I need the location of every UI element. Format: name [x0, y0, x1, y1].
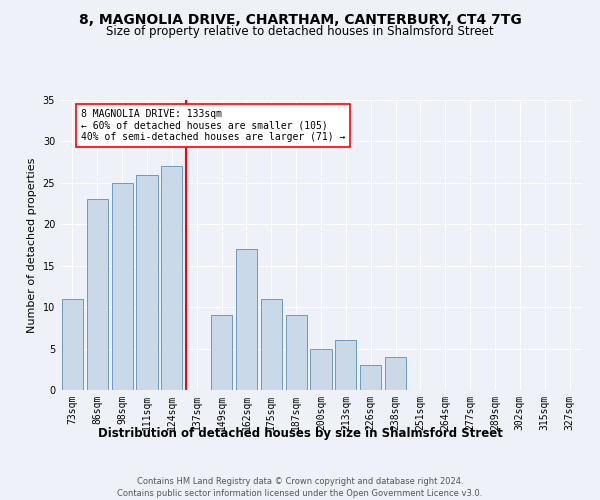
Bar — [286, 316, 307, 390]
Bar — [161, 166, 182, 390]
Text: 8, MAGNOLIA DRIVE, CHARTHAM, CANTERBURY, CT4 7TG: 8, MAGNOLIA DRIVE, CHARTHAM, CANTERBURY,… — [79, 12, 521, 26]
Text: Contains public sector information licensed under the Open Government Licence v3: Contains public sector information licen… — [118, 489, 482, 498]
Bar — [385, 357, 406, 390]
Bar — [112, 183, 133, 390]
Text: Contains HM Land Registry data © Crown copyright and database right 2024.: Contains HM Land Registry data © Crown c… — [137, 478, 463, 486]
Bar — [360, 365, 381, 390]
Bar — [211, 316, 232, 390]
Text: Size of property relative to detached houses in Shalmsford Street: Size of property relative to detached ho… — [106, 25, 494, 38]
Bar — [236, 249, 257, 390]
Bar — [335, 340, 356, 390]
Text: Distribution of detached houses by size in Shalmsford Street: Distribution of detached houses by size … — [98, 428, 502, 440]
Bar — [261, 299, 282, 390]
Bar — [136, 174, 158, 390]
Text: 8 MAGNOLIA DRIVE: 133sqm
← 60% of detached houses are smaller (105)
40% of semi-: 8 MAGNOLIA DRIVE: 133sqm ← 60% of detach… — [81, 108, 345, 142]
Bar — [62, 299, 83, 390]
Y-axis label: Number of detached properties: Number of detached properties — [27, 158, 37, 332]
Bar — [310, 348, 332, 390]
Bar — [87, 200, 108, 390]
